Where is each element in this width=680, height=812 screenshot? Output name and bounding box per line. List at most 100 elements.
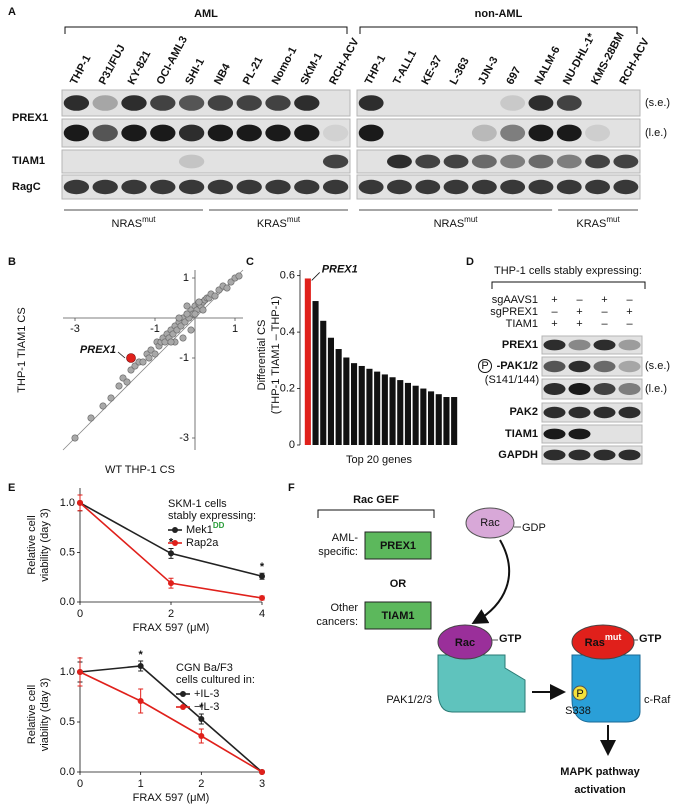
band [265,124,291,142]
y-tick-label: 1.0 [60,666,75,678]
lane-label: KY-821 [126,49,154,87]
band [568,360,591,373]
panel-letter: A [8,6,16,18]
lane-label: THP-1 [68,53,94,87]
bar [351,363,358,445]
point [77,499,83,506]
point [211,292,219,300]
band [618,339,641,351]
exposure-label: (l.e.) [645,383,667,395]
band [618,449,641,461]
condition-sign: + [551,294,557,306]
bar [435,394,442,445]
y-axis-title: viability (day 3) [39,508,51,581]
blot-strip [541,356,643,377]
bar [412,385,419,445]
bar [389,377,396,445]
series-line [79,671,263,773]
band [265,95,291,111]
y-tick-label: 0.0 [60,766,75,778]
x-tick-label: 2 [168,608,174,620]
x-tick-label: -1 [150,323,160,335]
bar [397,380,404,445]
legend-title: cells cultured in: [176,674,255,686]
genotype-label: NRASmut [434,215,479,230]
band [358,124,384,142]
x-tick-label: 3 [259,778,265,790]
bar [404,382,411,445]
lane-label: THP-1 [363,53,389,87]
gene: NRAS [112,218,143,230]
band [585,179,611,195]
band [593,449,616,461]
gef-name: PREX1 [380,540,416,552]
protein-label: PAK1/2/3 [386,694,432,706]
highlight-label: PREX1 [80,344,116,356]
rac-gtp [437,624,493,660]
superscript: mut [287,215,301,224]
blot-strip [541,424,643,444]
condition-label: sgPREX1 [490,306,538,318]
row-label: PREX1 [12,112,48,124]
lane-label: JJN-3 [476,55,501,87]
bar [304,278,311,445]
point [99,402,107,410]
point [168,580,174,587]
y-axis-title: Relative cell [26,685,38,744]
band [543,360,566,373]
band [386,154,412,169]
gef-title: Rac GEF [353,494,399,506]
band [294,179,320,195]
legend-label: +IL-3 [194,688,219,700]
phospho-letter: P [576,688,583,700]
y-tick-label: 0.6 [280,270,295,282]
lane-label: SHI-1 [183,56,207,86]
band [543,449,566,461]
condition-sign: + [576,318,582,330]
band [568,406,591,419]
bar [374,371,381,445]
bar [312,301,319,445]
phospho-letter: P [481,360,488,372]
gene: KRAS [257,218,287,230]
nucleotide-label: GTP [639,633,662,645]
x-tick-label: 4 [259,608,265,620]
band [585,154,611,169]
legend-marker [180,691,186,697]
band [543,406,566,419]
band [322,179,349,195]
point [187,326,195,334]
legend-name: Rap2a [186,537,219,549]
highlight-label: PREX1 [322,263,358,275]
band [568,428,591,440]
point [183,302,191,310]
point [145,354,153,362]
condition-label: TIAM1 [506,318,538,330]
point [137,663,144,669]
superscript: mut [606,215,620,224]
band [121,124,147,142]
context-label: AML- [332,532,359,544]
genotype-label: KRASmut [257,215,301,230]
y-tick-label: 1 [183,272,189,284]
row-label: PAK2 [509,406,538,418]
point [107,394,115,402]
band [150,95,176,111]
point [259,595,265,602]
band [528,154,554,169]
condition-sign: – [601,318,608,330]
band [358,95,384,111]
band [236,124,262,142]
point [191,310,199,318]
legend-name: Mek1 [186,524,213,536]
lane-label: SKM-1 [298,51,325,87]
x-tick-label: 2 [198,778,204,790]
context-label: Other [330,602,358,614]
row-label: GAPDH [498,449,538,461]
band [618,360,641,373]
band [178,179,205,195]
band [121,179,147,195]
point [199,306,207,314]
band [207,179,234,195]
y-tick-label: 0.5 [60,546,75,558]
